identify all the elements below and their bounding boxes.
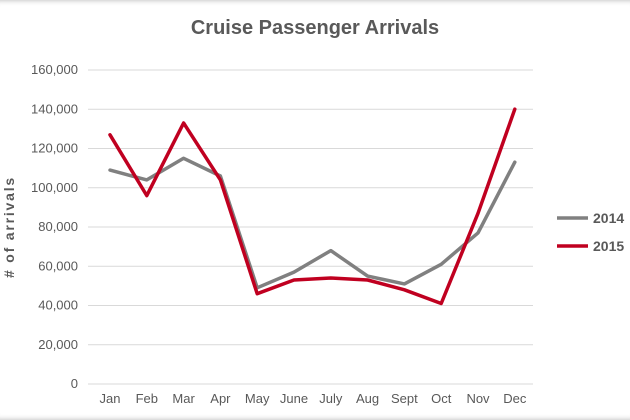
svg-text:80,000: 80,000 <box>38 219 78 234</box>
svg-text:Apr: Apr <box>210 391 231 406</box>
svg-text:2015: 2015 <box>593 238 624 254</box>
svg-text:160,000: 160,000 <box>31 62 78 77</box>
svg-text:20,000: 20,000 <box>38 337 78 352</box>
svg-text:May: May <box>245 391 270 406</box>
svg-text:Aug: Aug <box>356 391 379 406</box>
svg-text:Dec: Dec <box>503 391 527 406</box>
svg-text:100,000: 100,000 <box>31 180 78 195</box>
svg-text:Feb: Feb <box>136 391 158 406</box>
svg-text:Nov: Nov <box>466 391 490 406</box>
svg-text:July: July <box>319 391 343 406</box>
svg-text:Jan: Jan <box>100 391 121 406</box>
svg-text:40,000: 40,000 <box>38 298 78 313</box>
svg-text:June: June <box>280 391 308 406</box>
svg-text:2014: 2014 <box>593 210 624 226</box>
svg-text:Oct: Oct <box>431 391 452 406</box>
svg-text:120,000: 120,000 <box>31 141 78 156</box>
svg-text:140,000: 140,000 <box>31 101 78 116</box>
svg-text:0: 0 <box>71 376 78 391</box>
svg-text:Mar: Mar <box>172 391 195 406</box>
svg-text:60,000: 60,000 <box>38 258 78 273</box>
svg-text:Sept: Sept <box>391 391 418 406</box>
